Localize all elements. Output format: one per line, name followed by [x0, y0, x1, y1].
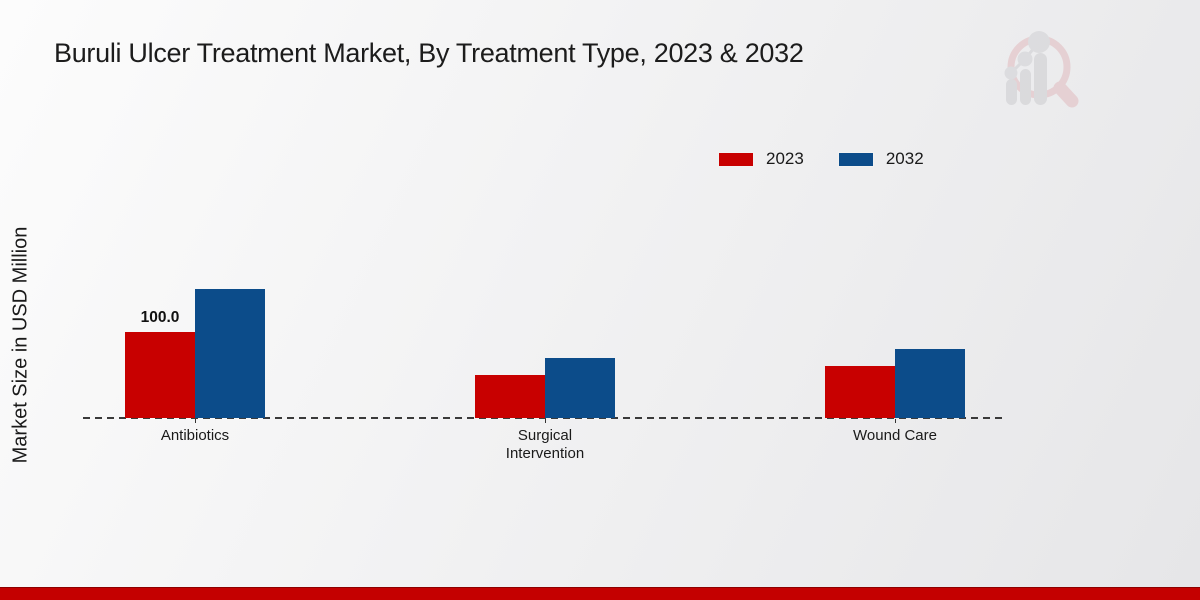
- magnifier-logo-watermark: [1004, 31, 1079, 108]
- x-tick-label-antibiotics: Antibiotics: [160, 427, 230, 444]
- bar-2032-wound-care: [895, 349, 965, 418]
- bar-2032-surgical-intervention: [545, 357, 615, 418]
- x-tick-label-surgical-intervention: Surgical Intervention: [505, 427, 585, 462]
- bar-2023-antibiotics: [125, 332, 195, 418]
- bar-2023-wound-care: [825, 366, 895, 418]
- legend-item-2023: 2023: [718, 149, 804, 169]
- legend-swatch-2023: [718, 151, 754, 167]
- x-axis-dashed-baseline: [83, 417, 1007, 419]
- legend-item-2032: 2032: [837, 149, 924, 169]
- bar-2032-antibiotics: [195, 289, 265, 418]
- legend: 2023 2032: [718, 149, 924, 169]
- bar-value-label: 100.0: [140, 309, 180, 326]
- footer-accent-band: [0, 587, 1200, 600]
- legend-swatch-2032: [837, 151, 874, 167]
- bar-2023-surgical-intervention: [475, 375, 545, 418]
- legend-label-2032: 2032: [885, 149, 924, 168]
- x-tick-label-wound-care: Wound Care: [853, 427, 937, 444]
- x-tick-mark: [545, 419, 546, 423]
- x-tick-mark: [195, 419, 196, 423]
- chart-title: Buruli Ulcer Treatment Market, By Treatm…: [54, 38, 804, 68]
- x-tick-mark: [895, 419, 896, 423]
- legend-label-2023: 2023: [766, 149, 804, 168]
